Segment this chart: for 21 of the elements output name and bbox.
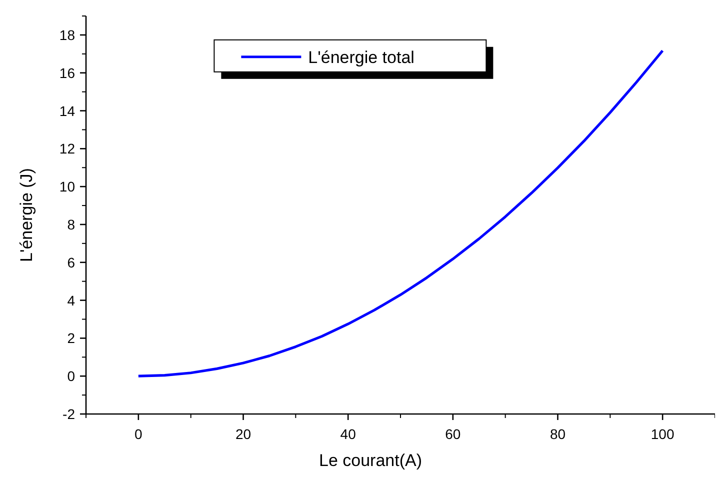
- y-tick-label: 18: [59, 26, 76, 43]
- legend-label: L'énergie total: [308, 48, 414, 67]
- x-tick-label: 100: [650, 426, 674, 442]
- x-tick-label: 0: [134, 426, 143, 442]
- y-tick-label: -2: [62, 406, 76, 422]
- y-tick-label: 14: [59, 102, 76, 119]
- x-tick-label: 20: [235, 426, 252, 442]
- x-tick-label: 40: [340, 426, 356, 442]
- y-tick-label: 6: [67, 254, 76, 270]
- x-axis-title: Le courant(A): [319, 451, 422, 470]
- y-tick-label: 8: [67, 216, 76, 232]
- y-tick-label: 4: [67, 292, 76, 308]
- y-tick-label: 16: [59, 64, 76, 81]
- y-tick-label: 0: [67, 368, 76, 384]
- x-tick-label: 80: [550, 426, 566, 442]
- line-series: [137, 49, 664, 378]
- x-tick-label: 60: [445, 426, 461, 442]
- y-axis-title: L'énergie (J): [17, 168, 36, 262]
- y-tick-label: 12: [59, 140, 76, 157]
- y-tick-label: 10: [59, 178, 76, 195]
- y-tick-label: 2: [67, 330, 76, 346]
